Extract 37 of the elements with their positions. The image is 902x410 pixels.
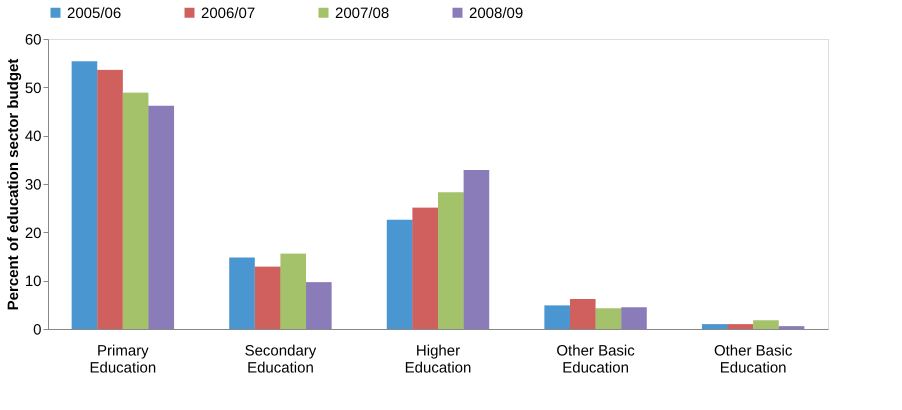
legend-label: 2007/08 (335, 4, 390, 22)
bar (280, 254, 306, 329)
bar (544, 305, 570, 329)
bar (596, 308, 622, 329)
y-tick-label: 60 (24, 32, 42, 48)
y-tick-label: 20 (24, 224, 42, 242)
bar (229, 257, 255, 329)
x-tick-label: Other Basic Education (714, 342, 793, 376)
bar (753, 320, 779, 329)
legend-label: 2005/06 (67, 4, 122, 22)
bar (412, 208, 438, 329)
x-tick-label: Higher Education (404, 342, 472, 376)
y-tick-label: 30 (24, 176, 42, 194)
bar (386, 220, 412, 329)
y-tick-label: 0 (33, 322, 42, 338)
bar (621, 307, 647, 329)
bar (728, 324, 754, 329)
bar (97, 70, 123, 329)
y-tick-label: 50 (24, 80, 42, 97)
bar (254, 266, 280, 329)
x-tick-label: Secondary Education (244, 342, 317, 376)
legend-label: 2006/07 (201, 4, 256, 22)
y-axis-title: Percent of education sector budget (4, 58, 22, 310)
bar (72, 61, 98, 329)
bar (702, 324, 728, 329)
legend-label: 2008/09 (469, 4, 524, 22)
bar (306, 282, 332, 329)
bar (778, 326, 804, 329)
bar (570, 299, 596, 329)
y-tick-label: 40 (24, 128, 42, 146)
bar (464, 170, 490, 329)
y-tick-label: 10 (24, 273, 42, 290)
bar (438, 192, 464, 329)
x-tick-label: Other Basic Education (556, 342, 636, 376)
bar (122, 92, 148, 329)
bar (148, 106, 174, 329)
x-tick-label: Primary Education (89, 342, 156, 376)
